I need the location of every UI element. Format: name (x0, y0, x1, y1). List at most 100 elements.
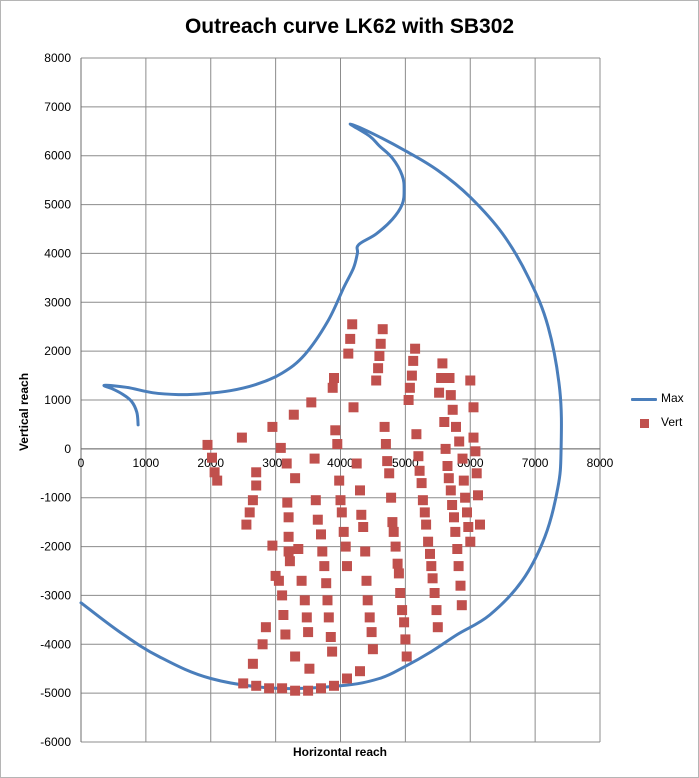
vert-point (455, 580, 466, 591)
vert-point (404, 382, 415, 393)
vert-point (374, 351, 385, 361)
vert-point (457, 453, 468, 464)
vert-point (436, 373, 447, 383)
vert-point (471, 468, 482, 479)
vert-point (362, 595, 373, 606)
vert-point (403, 395, 414, 405)
vert-point (260, 622, 271, 633)
grid-lines (80, 57, 601, 743)
vert-point (375, 338, 386, 349)
legend-item-max: Max (631, 390, 697, 414)
x-tick-label: 8000 (587, 456, 614, 470)
vert-point (392, 558, 403, 569)
vert-point (277, 590, 288, 601)
legend-line-swatch (631, 398, 657, 401)
vert-point (416, 478, 427, 489)
vert-point (342, 673, 352, 684)
vert-point (371, 375, 382, 386)
vert-point (282, 497, 293, 508)
vert-point (251, 480, 262, 491)
vert-point (408, 355, 419, 366)
vert-point (264, 683, 275, 694)
vert-point (423, 536, 434, 547)
vert-point (280, 629, 291, 640)
vert-point (355, 666, 365, 677)
vert-point (462, 507, 472, 518)
legend-marker-swatch (640, 419, 649, 428)
vert-point (283, 531, 294, 542)
vert-point (439, 417, 450, 427)
legend-label-max: Max (661, 391, 684, 405)
y-tick-label: -4000 (40, 637, 71, 651)
vert-point (257, 639, 268, 650)
y-tick-label: 3000 (44, 295, 71, 309)
vert-point (310, 495, 321, 506)
vert-point (358, 522, 369, 532)
y-tick-label: 4000 (44, 246, 71, 260)
vert-point (463, 522, 474, 532)
vert-point (238, 678, 249, 689)
y-tick-label: 2000 (44, 344, 71, 358)
vert-point (236, 432, 247, 443)
vert-point (379, 421, 390, 432)
x-tick-label: 0 (78, 456, 85, 470)
vert-point (453, 561, 464, 572)
series-max-line (79, 122, 563, 691)
vert-point (304, 663, 315, 674)
vert-point (299, 595, 310, 606)
vert-point (364, 612, 375, 623)
vert-point (347, 319, 358, 330)
vert-point (312, 514, 323, 525)
vert-point (397, 605, 408, 616)
vert-point (411, 429, 422, 440)
vert-point (332, 439, 343, 449)
vert-point (277, 683, 288, 694)
vert-point (284, 556, 295, 567)
vert-point (387, 517, 398, 528)
vert-point (431, 605, 442, 616)
vert-point (281, 458, 292, 469)
vert-point (290, 651, 301, 662)
vert-point (451, 421, 461, 432)
vert-point (432, 622, 443, 633)
y-tick-label: 8000 (44, 51, 71, 65)
vert-point (338, 526, 349, 537)
series-max (79, 122, 563, 691)
vert-point (447, 404, 458, 415)
vert-point (345, 333, 356, 344)
vert-point (303, 685, 314, 696)
legend: Max Vert (631, 390, 697, 438)
vert-point (427, 573, 438, 584)
vert-point (356, 509, 367, 520)
vert-point (290, 473, 301, 484)
vert-point (373, 363, 384, 374)
vert-point (301, 612, 312, 623)
vert-point (267, 540, 278, 551)
vert-point (445, 390, 456, 401)
vert-point (443, 473, 454, 484)
vert-point (329, 680, 339, 691)
y-tick-label: 7000 (44, 100, 71, 114)
chart-title: Outreach curve LK62 with SB302 (184, 15, 515, 38)
vert-point (316, 683, 326, 694)
vert-point (419, 507, 430, 518)
vert-point (429, 588, 440, 598)
vert-point (273, 575, 284, 586)
vert-point (417, 495, 428, 506)
vert-point (334, 475, 345, 486)
vert-point (449, 512, 459, 523)
vert-point (327, 646, 338, 657)
vert-point (470, 446, 481, 457)
vert-point (465, 536, 476, 547)
vert-point (377, 324, 388, 335)
vert-point (329, 373, 339, 383)
vert-point (458, 475, 469, 486)
y-tick-label: -5000 (40, 686, 71, 700)
vert-point (421, 519, 432, 530)
vert-point (275, 442, 286, 453)
vert-point (393, 568, 404, 579)
vert-point (382, 456, 393, 467)
x-tick-label: 4000 (327, 456, 354, 470)
vert-point (426, 561, 437, 572)
